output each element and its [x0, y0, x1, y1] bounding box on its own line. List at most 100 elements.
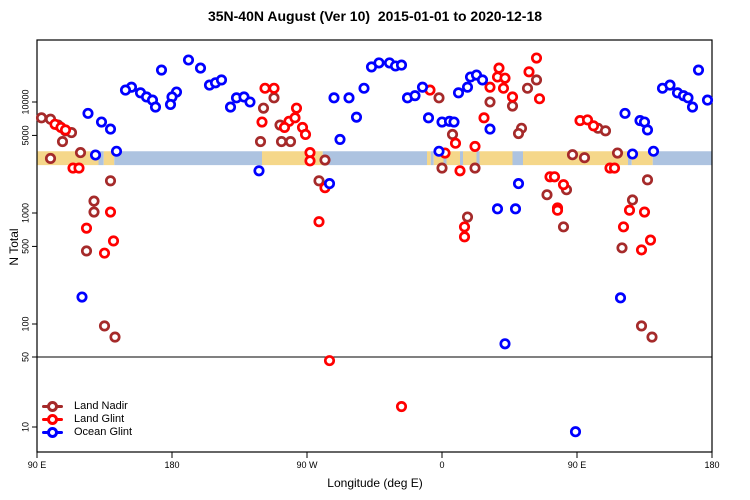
data-point — [664, 79, 676, 91]
y-tick-label: 100 — [20, 316, 30, 331]
data-point — [548, 171, 561, 183]
data-point — [290, 102, 303, 114]
data-point — [289, 112, 301, 124]
data-point — [304, 155, 316, 167]
data-point — [98, 247, 111, 259]
surface-band-ocean — [98, 151, 104, 166]
data-point — [635, 320, 648, 332]
data-point — [254, 136, 267, 148]
data-point — [104, 123, 117, 135]
data-point — [484, 81, 496, 93]
data-point — [449, 137, 462, 149]
data-point — [224, 101, 237, 113]
surface-band-ocean — [322, 151, 427, 166]
data-point — [88, 206, 100, 218]
data-point — [422, 112, 435, 124]
data-point — [275, 136, 288, 148]
legend-item-land-nadir: Land Nadir — [42, 400, 132, 413]
data-point — [638, 206, 651, 218]
data-point — [608, 162, 621, 174]
data-point — [89, 149, 102, 161]
surface-band-ocean — [460, 151, 463, 166]
data-point — [523, 66, 535, 78]
data-point — [497, 82, 510, 94]
surface-band-ocean — [430, 151, 434, 166]
data-point — [257, 102, 270, 114]
data-point — [635, 244, 648, 256]
data-point — [626, 194, 639, 206]
circle-marker-icon — [47, 401, 58, 412]
data-point — [334, 133, 346, 145]
circle-marker-icon — [47, 414, 58, 425]
data-point — [458, 221, 471, 233]
data-point — [641, 124, 654, 136]
data-point — [268, 82, 280, 94]
data-point — [88, 195, 100, 207]
ocean-glint-marker-icon — [42, 427, 63, 438]
data-point — [76, 291, 88, 303]
land-glint-marker-icon — [42, 414, 63, 425]
data-point — [599, 125, 612, 137]
data-point — [253, 165, 265, 177]
data-point — [74, 147, 87, 159]
y-tick-label: 5000 — [20, 125, 30, 145]
data-point — [343, 92, 355, 104]
data-point — [506, 91, 519, 103]
data-point — [578, 152, 591, 164]
data-point — [647, 145, 660, 157]
x-tick-label: 180 — [164, 460, 179, 470]
circle-marker-icon — [47, 427, 58, 438]
data-point — [59, 124, 72, 136]
surface-band-land — [463, 151, 477, 166]
data-point — [107, 235, 120, 247]
data-point — [149, 101, 162, 113]
data-point — [530, 74, 543, 86]
data-point — [328, 92, 340, 104]
surface-band-ocean — [512, 151, 523, 166]
plot-box — [36, 39, 713, 453]
data-point — [215, 74, 228, 86]
data-point — [395, 59, 408, 71]
data-point — [313, 175, 325, 187]
data-point — [512, 178, 525, 190]
x-tick-label: 90 E — [28, 460, 47, 470]
data-point — [611, 147, 624, 159]
data-point — [682, 92, 694, 104]
data-point — [686, 101, 699, 113]
data-point — [557, 221, 570, 233]
surface-band-ocean — [476, 151, 480, 166]
legend-label: Land Nadir — [74, 400, 128, 412]
data-point — [110, 145, 123, 157]
legend-item-land-glint: Land Glint — [42, 413, 132, 426]
data-point — [644, 234, 657, 246]
data-point — [164, 98, 177, 111]
data-point — [416, 81, 429, 93]
data-point — [373, 57, 385, 69]
data-point — [509, 203, 522, 215]
data-point — [244, 96, 256, 108]
data-point — [119, 84, 132, 96]
x-tick-label: 180 — [704, 460, 719, 470]
surface-band-land — [433, 151, 444, 166]
data-point — [182, 54, 195, 66]
data-point — [484, 123, 496, 135]
data-point — [104, 206, 117, 218]
x-tick-label: 90 W — [296, 460, 318, 470]
surface-band-land — [479, 151, 513, 166]
data-point — [98, 320, 111, 332]
data-point — [521, 82, 534, 94]
data-point — [319, 154, 331, 166]
data-point — [512, 127, 525, 140]
surface-band-ocean — [652, 151, 712, 166]
data-point — [268, 92, 280, 104]
data-point — [491, 203, 504, 215]
data-point — [436, 162, 448, 174]
data-point — [569, 426, 582, 438]
x-tick-label: 0 — [439, 460, 444, 470]
y-tick-label: 1000 — [20, 203, 30, 223]
data-point — [95, 116, 108, 128]
data-point — [433, 145, 445, 157]
data-point — [493, 62, 505, 74]
y-tick-label: 500 — [20, 239, 30, 254]
